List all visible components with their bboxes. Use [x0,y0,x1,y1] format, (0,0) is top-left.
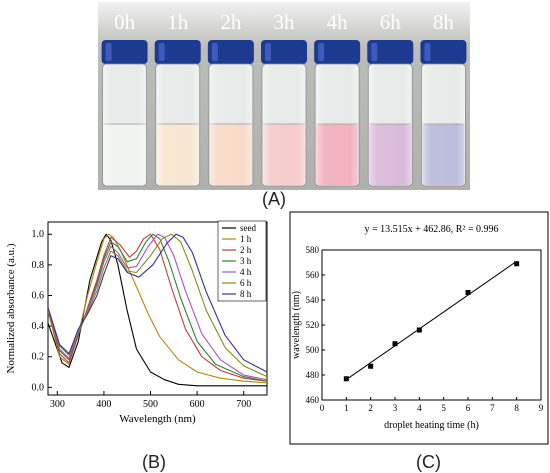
data-point [368,363,374,369]
y-tick-label: 0.8 [32,260,45,271]
legend-label: 4 h [240,267,252,277]
vial: 1h [154,10,201,187]
vial-label: 3h [274,10,296,34]
vial-cap [314,40,361,64]
vial-glass-shine [421,63,466,187]
y-tick-label: 1.0 [32,229,45,240]
x-tick-label: 300 [50,399,65,410]
fit-line [346,260,517,380]
cap-highlight [424,43,431,61]
legend-label: 3 h [240,256,252,266]
x-tick-label: 600 [190,399,205,410]
y-tick-label: 520 [306,320,320,330]
fit-equation: y = 13.515x + 462.86, R² = 0.996 [364,224,498,235]
vial-glass-shine [261,63,307,187]
y-axis-label: wavelength (nm) [291,291,302,359]
vial-cap [154,40,201,64]
x-tick-label: 500 [143,399,158,410]
y-tick-label: 480 [306,370,320,380]
x-tick-label: 2 [368,403,373,413]
legend-label: 6 h [240,278,252,288]
panel-label-a: (A) [262,189,286,209]
y-tick-label: 580 [306,245,320,255]
x-tick-label: 7 [490,403,495,413]
vial: 6h [367,10,414,187]
x-tick-label: 1 [344,403,349,413]
vial-label: 2h [220,10,242,34]
data-point [416,327,422,333]
cap-highlight [105,43,112,61]
x-tick-label: 4 [417,403,422,413]
x-tick-label: 6 [466,403,471,413]
data-point [465,290,471,295]
vial: 2h [207,10,254,187]
vial-label: 6h [380,10,402,34]
vial-label: 8h [433,10,455,34]
y-tick-label: 0.0 [32,382,45,393]
vial-photo: 0h 1h 2h 3h 4h 6h 8h [98,2,470,190]
x-tick-label: 0 [320,403,325,413]
legend-label: 2 h [240,245,252,255]
vial: 4h [314,10,361,187]
x-tick-label: 9 [539,403,544,413]
cap-highlight [211,43,218,61]
y-tick-label: 560 [306,270,320,280]
y-tick-label: 0.4 [32,321,45,332]
series-8-h [48,233,267,373]
y-tick-label: 460 [306,395,320,405]
y-axis-label: Normalized absorbance (a.u.) [5,243,17,373]
cap-highlight [265,43,271,61]
x-tick-label: 400 [96,399,111,410]
x-tick-label: 3 [393,403,398,413]
y-tick-label: 0.2 [32,352,45,363]
vial: 0h [101,10,148,187]
legend-label: 8 h [240,289,252,299]
vial-label: 1h [167,10,189,34]
vial: 3h [261,10,307,187]
vial-cap [261,40,307,64]
legend-label: seed [240,223,256,233]
vial-glass-shine [367,63,413,187]
vial-cap [101,40,148,64]
wavelength-fit-chart: y = 13.515x + 462.86, R² = 0.996 0 1 2 3 4 5 6 7… [289,211,549,445]
plot-frame [321,249,542,401]
x-axis-label: Wavelength (nm) [119,413,196,425]
panel-frame [289,211,549,445]
vial-glass-shine [102,63,147,187]
vial-glass-shine [314,63,360,187]
series-seed [48,233,267,387]
panel-label-b: (B) [142,452,166,472]
legend-label: 1 h [240,234,252,244]
vial-glass-shine [155,63,201,187]
y-tick-label: 0.6 [32,290,45,301]
cap-highlight [158,43,165,61]
y-tick-label: 500 [306,345,320,355]
data-point [514,261,520,267]
vial-cap [420,40,467,64]
vial: 8h [420,10,467,187]
x-axis-label: droplet heating time (h) [384,420,479,431]
vial-cap [207,40,254,64]
absorbance-chart: 300 400 500 600 700 0.0 0.2 0.4 0.6 0.8 1.0 Wavelen… [5,220,268,425]
vial-label: 0h [114,10,136,34]
x-tick-label: 8 [514,403,519,413]
data-point [392,341,398,347]
vial-cap [367,40,414,64]
panel-label-c: (C) [416,452,441,472]
y-tick-label: 540 [306,295,320,305]
x-tick-label: 700 [236,399,251,410]
vial-label: 4h [327,10,349,34]
cap-highlight [371,43,378,61]
cap-highlight [318,43,325,61]
data-point [343,376,349,382]
vial-glass-shine [208,63,254,187]
x-tick-label: 5 [441,403,446,413]
